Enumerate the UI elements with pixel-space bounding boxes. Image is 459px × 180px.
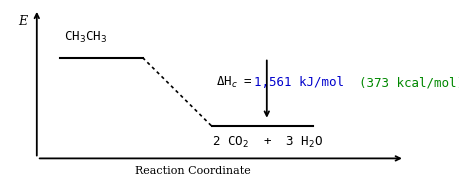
Text: (373 kcal/mol): (373 kcal/mol) (343, 76, 459, 89)
Text: 2 CO$_2$  +  3 H$_2$O: 2 CO$_2$ + 3 H$_2$O (211, 135, 322, 150)
Text: 1,561 kJ/mol: 1,561 kJ/mol (253, 76, 343, 89)
Text: CH$_3$CH$_3$: CH$_3$CH$_3$ (64, 30, 107, 45)
Text: ΔH$_c$ =: ΔH$_c$ = (216, 75, 253, 90)
Text: Reaction Coordinate: Reaction Coordinate (135, 166, 251, 176)
Text: E: E (18, 15, 28, 28)
